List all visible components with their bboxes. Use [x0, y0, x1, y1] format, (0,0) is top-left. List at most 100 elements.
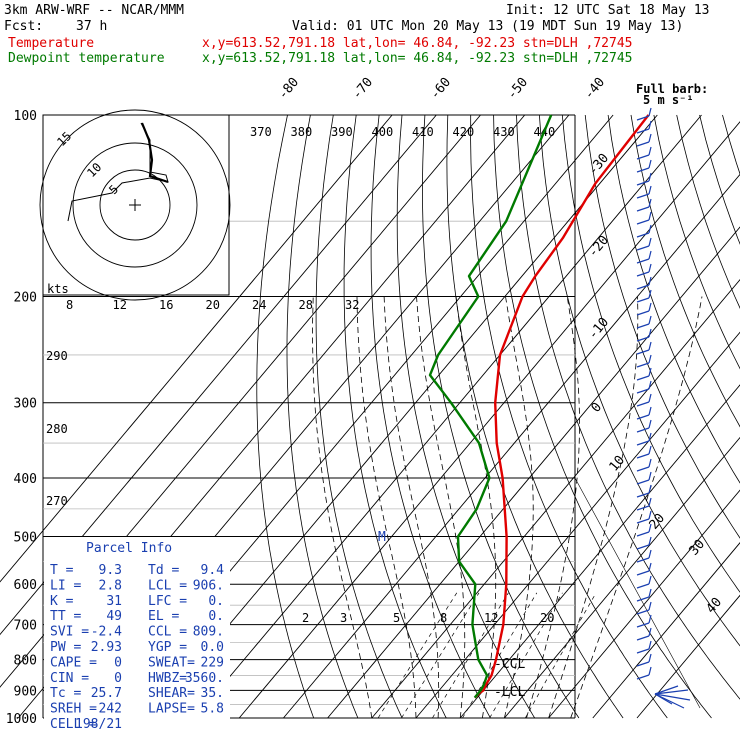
- isotherm-label: 40: [704, 595, 726, 617]
- wind-barb-flag: [648, 653, 652, 663]
- wind-barb-flag: [648, 302, 652, 312]
- wind-barb: [636, 453, 650, 459]
- temperature-trace: [473, 114, 650, 699]
- parcel-info-cell: 9.3: [99, 563, 122, 578]
- parcel-info-cell: LI =: [50, 578, 81, 593]
- hodograph-units: kts: [47, 282, 69, 296]
- wind-barb: [636, 271, 650, 277]
- wind-barb: [636, 128, 650, 134]
- isotherm: [415, 331, 740, 719]
- parcel-info-cell: 0.: [208, 609, 224, 624]
- lcl-marker: -LCL: [494, 685, 525, 700]
- wind-barb-flag: [648, 289, 652, 299]
- init-time: Init: 12 UTC Sat 18 May 13: [506, 3, 710, 18]
- wind-barb-flag: [648, 133, 652, 143]
- wind-barb: [636, 609, 650, 615]
- wind-barb-surface: [654, 685, 679, 695]
- barb-legend-line1: Full barb:: [636, 82, 708, 96]
- wind-barb: [636, 492, 650, 498]
- parcel-info-cell: 35.: [201, 686, 224, 701]
- wind-barb-surface: [654, 693, 691, 701]
- isotherm-label: -60: [428, 75, 455, 103]
- parcel-info-cell: 9.4: [201, 563, 225, 578]
- wind-barb: [636, 232, 650, 238]
- wind-barb-flag: [648, 406, 652, 416]
- wind-barb: [636, 557, 650, 563]
- dewpoint-label: Dewpoint temperature: [8, 51, 165, 66]
- wind-barb-flag: [648, 237, 652, 247]
- isobar-label-400: 400: [14, 472, 37, 487]
- wind-barb-flag: [648, 276, 652, 286]
- wind-barb: [636, 505, 650, 511]
- isotherm: [371, 278, 740, 719]
- wind-barb: [636, 141, 650, 147]
- wind-barb: [636, 388, 650, 394]
- isobar-label-900: 900: [14, 684, 37, 699]
- parcel-info-cell: 229: [201, 655, 224, 670]
- isotherm-label: -80: [276, 75, 303, 103]
- isobar-label-800: 800: [14, 654, 37, 669]
- hodo-axis-label: 16: [159, 298, 173, 312]
- theta-label: 370: [250, 125, 272, 139]
- isotherm-label: 10: [607, 453, 629, 475]
- parcel-info-cell: Td =: [148, 563, 179, 578]
- wind-barb: [636, 336, 650, 342]
- hodo-axis-label: 24: [252, 298, 266, 312]
- mixing-ratio-line: [432, 592, 509, 719]
- parcel-info-cell: Tc =: [50, 686, 81, 701]
- wind-barb: [636, 375, 650, 381]
- dry-adiabat: [516, 114, 740, 700]
- mixing-ratio-label: 3: [340, 611, 347, 625]
- isobar-label-600: 600: [14, 578, 37, 593]
- wind-barb-flag: [648, 575, 652, 585]
- parcel-info-cell: YGP =: [148, 640, 187, 655]
- wind-barb-flag: [648, 211, 652, 221]
- parcel-info-panel: Parcel Info T = 9.3 Td = 9.4 LI = 2.8 LCL = 906…: [44, 537, 230, 732]
- wind-barb-flag: [648, 107, 652, 117]
- mixing-ratio-label: 2: [302, 611, 309, 625]
- parcel-info-cell: 2.8: [99, 578, 122, 593]
- dry-adiabat: [343, 114, 447, 719]
- dry-adiabat: [561, 114, 740, 593]
- wind-barb-flag: [648, 640, 652, 650]
- wind-barb: [636, 284, 650, 290]
- moist-adiabat: [356, 296, 417, 719]
- wind-barb: [636, 414, 650, 420]
- wind-barb: [636, 219, 650, 225]
- isotherm: [0, 114, 437, 636]
- forecast-label: Fcst:: [4, 19, 43, 34]
- theta-e-label: 270: [46, 494, 68, 508]
- wind-barb-flag: [648, 471, 652, 481]
- parcel-info-cell: CIN =: [50, 671, 89, 686]
- parcel-info-cell: CELL =: [50, 717, 97, 732]
- wind-barb-flag: [648, 601, 652, 611]
- wind-barb: [636, 635, 650, 641]
- wind-barb-flag: [648, 367, 652, 377]
- wind-barb-flag: [648, 393, 652, 403]
- parcel-info-cell: T =: [50, 563, 74, 578]
- parcel-info-cell: PW =: [50, 640, 81, 655]
- isobar-label-200: 200: [14, 291, 37, 306]
- wind-barb-flag: [648, 510, 652, 520]
- dry-adiabat: [607, 114, 740, 484]
- wind-barb-flag: [648, 549, 652, 559]
- hodograph-ring: [99, 169, 171, 241]
- dry-adiabat: [722, 114, 740, 176]
- isotherm: [459, 384, 740, 719]
- isotherm: [592, 542, 740, 719]
- wind-barb-flag: [648, 328, 652, 338]
- dry-adiabat: [421, 114, 580, 719]
- wind-barb-flag: [648, 419, 652, 429]
- isobar-label-500: 500: [14, 530, 37, 545]
- isotherm: [238, 121, 740, 719]
- parcel-info-cell: TT =: [50, 609, 81, 624]
- isotherm: [636, 594, 740, 719]
- wind-barb: [636, 466, 650, 472]
- dry-adiabat: [630, 114, 740, 428]
- theta-label: 430: [493, 125, 515, 139]
- dry-adiabat: [315, 114, 403, 719]
- isotherm-label: -40: [582, 75, 609, 103]
- theta-label: 390: [331, 125, 353, 139]
